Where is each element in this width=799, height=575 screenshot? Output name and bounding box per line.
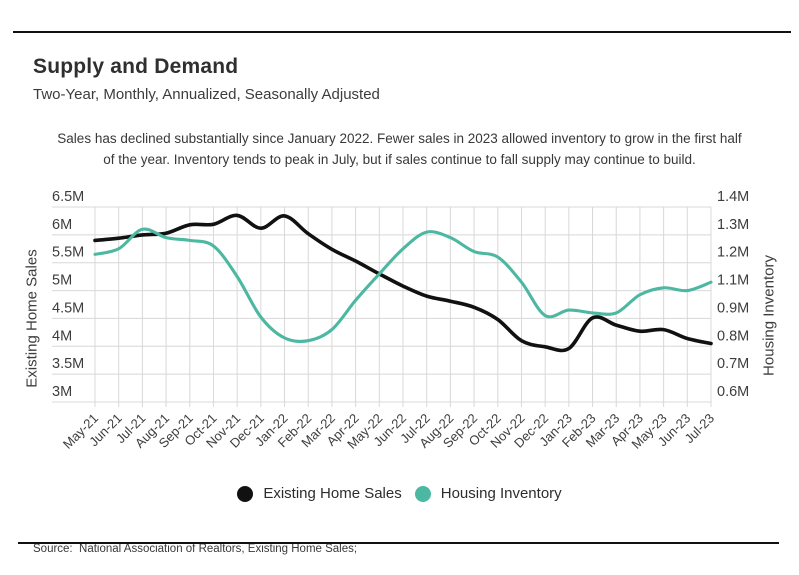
left-axis-tick-label: 6M bbox=[52, 217, 72, 233]
bottom-rule bbox=[18, 542, 779, 544]
series-line-housing-inventory bbox=[93, 227, 713, 344]
chart-legend: Existing Home Sales Housing Inventory bbox=[0, 485, 799, 502]
right-axis-tick-label: 1.1M bbox=[717, 273, 749, 289]
right-axis-tick-label: 1.2M bbox=[717, 245, 749, 261]
left-axis-tick-label: 4.5M bbox=[52, 300, 84, 316]
chart-annotation: Sales has declined substantially since J… bbox=[0, 128, 799, 170]
right-axis-tick-label: 0.8M bbox=[717, 328, 749, 344]
legend-item-existing-home-sales: Existing Home Sales bbox=[237, 485, 402, 502]
right-axis-tick-label: 0.9M bbox=[717, 300, 749, 316]
legend-dot-existing-home-sales bbox=[237, 485, 254, 502]
left-axis-tick-label: 5M bbox=[52, 273, 72, 289]
right-axis-title: Housing Inventory bbox=[760, 255, 778, 376]
annotation-line-1: Sales has declined substantially since J… bbox=[57, 131, 742, 146]
series-line-existing-home-sales bbox=[93, 213, 713, 353]
right-axis-tick-label: 0.6M bbox=[717, 384, 749, 400]
legend-label-housing-inventory: Housing Inventory bbox=[440, 485, 562, 502]
left-axis-tick-label: 4M bbox=[52, 328, 72, 344]
legend-dot-housing-inventory bbox=[414, 485, 431, 502]
right-axis-tick-label: 1.3M bbox=[717, 217, 749, 233]
page-title: Supply and Demand bbox=[33, 55, 239, 78]
left-axis-tick-label: 3.5M bbox=[52, 356, 84, 372]
page-subtitle: Two-Year, Monthly, Annualized, Seasonall… bbox=[33, 86, 380, 103]
right-axis-tick-label: 0.7M bbox=[717, 356, 749, 372]
left-axis-title: Existing Home Sales bbox=[23, 249, 41, 388]
source-note: Source: National Association of Realtors… bbox=[33, 504, 357, 575]
left-axis-tick-label: 3M bbox=[52, 384, 72, 400]
source-line-1: Source: National Association of Realtors… bbox=[33, 543, 358, 555]
left-axis-tick-label: 5.5M bbox=[52, 245, 84, 261]
annotation-line-2: of the year. Inventory tends to peak in … bbox=[103, 152, 696, 167]
right-axis-tick-label: 1.4M bbox=[717, 189, 749, 205]
legend-label-existing-home-sales: Existing Home Sales bbox=[263, 485, 402, 502]
left-axis-tick-label: 6.5M bbox=[52, 189, 84, 205]
top-rule bbox=[13, 31, 791, 33]
legend-item-housing-inventory: Housing Inventory bbox=[414, 485, 562, 502]
